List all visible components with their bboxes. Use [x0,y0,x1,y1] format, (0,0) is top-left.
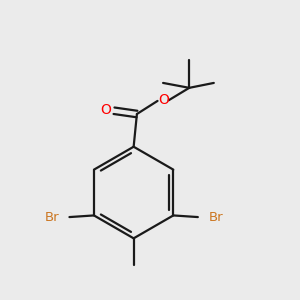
Text: O: O [100,103,111,117]
Text: Br: Br [44,211,59,224]
Text: O: O [159,93,170,107]
Text: Br: Br [208,211,223,224]
